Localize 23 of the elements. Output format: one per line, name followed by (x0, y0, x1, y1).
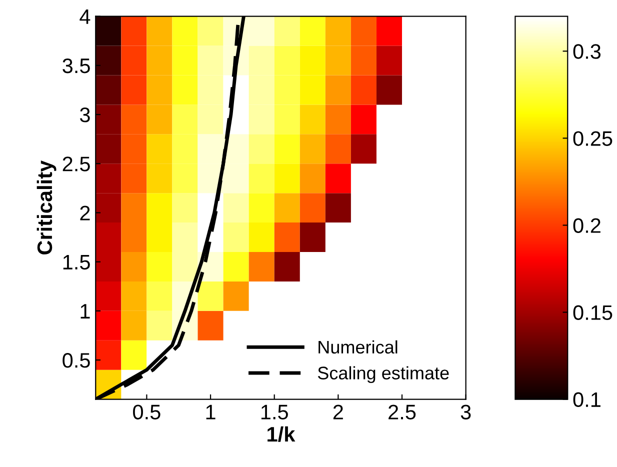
y-tick-label: 2.5 (62, 156, 90, 172)
legend-label: Scaling estimate (318, 366, 449, 384)
x-tick-label: 0.5 (133, 404, 160, 420)
x-tick-label: 2.5 (388, 404, 416, 420)
color-bar-label: 0.25 (573, 131, 612, 146)
y-tick-label: 2 (80, 206, 90, 220)
legend-label: Numerical (318, 340, 398, 354)
color-bar-label: 0.3 (573, 44, 601, 59)
y-tick-label: 0.5 (62, 353, 90, 368)
x-tick-label: 1.5 (261, 404, 288, 420)
x-tick-label: 1 (206, 404, 216, 420)
y-tick-label: 4 (80, 10, 90, 24)
x-axis-title: 1/k (268, 426, 296, 442)
color-bar-label: 0.1 (573, 392, 600, 408)
color-bar-label: 0.2 (573, 218, 600, 233)
y-tick-label: 1 (80, 304, 90, 318)
x-tick-label: 2 (333, 404, 343, 420)
y-tick-label: 3 (80, 108, 90, 122)
y-tick-label: 1.5 (63, 255, 90, 270)
y-axis-title: Criticality (36, 160, 56, 254)
x-tick-label: 3 (460, 404, 471, 420)
color-bar-label: 0.15 (573, 305, 612, 320)
y-tick-label: 3.5 (62, 58, 90, 74)
